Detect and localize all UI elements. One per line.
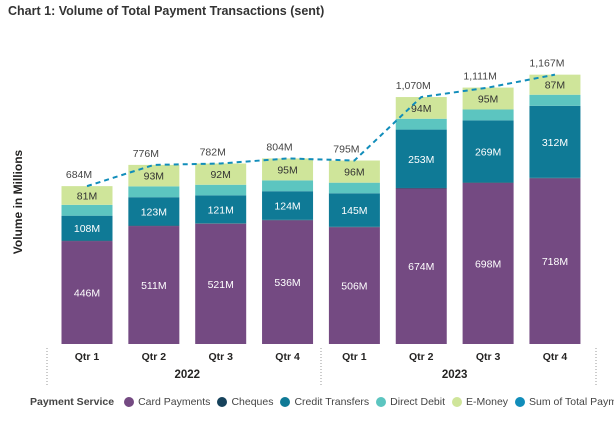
- x-tick-label-2: Qtr 2: [142, 351, 167, 363]
- bar-direct-debit-8[interactable]: [529, 94, 581, 106]
- total-label-4: 804M: [266, 141, 292, 153]
- data-label-card-payments-4: 536M: [274, 277, 300, 289]
- total-label-3: 782M: [200, 147, 226, 159]
- bar-credit-transfers-6[interactable]: [395, 129, 447, 188]
- data-label-e-money-6: 94M: [411, 103, 431, 115]
- data-label-card-payments-5: 506M: [341, 281, 367, 293]
- bar-e-money-2[interactable]: [128, 164, 180, 187]
- data-label-credit-transfers-2: 123M: [141, 206, 167, 218]
- data-label-card-payments-7: 698M: [475, 258, 501, 270]
- bar-e-money-3[interactable]: [195, 163, 247, 185]
- data-label-e-money-2: 93M: [144, 171, 164, 183]
- total-label-1: 684M: [66, 169, 92, 181]
- data-label-card-payments-6: 674M: [408, 261, 434, 273]
- year-label-2022: 2022: [174, 369, 200, 381]
- data-label-card-payments-3: 521M: [208, 279, 234, 291]
- data-label-e-money-8: 87M: [545, 80, 565, 92]
- bar-credit-transfers-3[interactable]: [195, 195, 247, 224]
- legend-dot-credit-transfers: [280, 397, 291, 407]
- bar-card-payments-4[interactable]: [262, 220, 314, 344]
- data-label-credit-transfers-4: 124M: [274, 201, 300, 213]
- data-label-e-money-3: 92M: [210, 169, 230, 181]
- legend-title: Payment Service: [30, 396, 115, 408]
- total-label-5: 795M: [333, 144, 359, 156]
- legend-dot-card-payments: [124, 397, 135, 407]
- data-label-card-payments-1: 446M: [74, 288, 100, 300]
- bar-direct-debit-2[interactable]: [128, 186, 180, 198]
- total-label-6: 1,070M: [396, 80, 431, 92]
- bar-credit-transfers-5[interactable]: [328, 193, 380, 227]
- bar-direct-debit-7[interactable]: [462, 109, 514, 121]
- bar-e-money-1[interactable]: [61, 186, 113, 205]
- data-label-card-payments-2: 511M: [141, 280, 167, 292]
- bar-e-money-7[interactable]: [462, 87, 514, 110]
- total-label-8: 1,167M: [529, 58, 564, 70]
- bar-direct-debit-1[interactable]: [61, 204, 113, 216]
- bar-credit-transfers-2[interactable]: [128, 197, 180, 226]
- x-tick-label-5: Qtr 1: [342, 351, 367, 363]
- legend-item-e-money[interactable]: E-Money: [452, 396, 508, 408]
- bar-direct-debit-3[interactable]: [195, 184, 247, 196]
- bar-card-payments-6[interactable]: [395, 188, 447, 344]
- data-label-e-money-7: 95M: [478, 94, 498, 106]
- line-sum-of-total-payments[interactable]: [86, 73, 556, 188]
- x-tick-label-4: Qtr 4: [275, 351, 300, 363]
- data-label-e-money-1: 81M: [77, 190, 97, 202]
- x-tick-label-8: Qtr 4: [543, 351, 568, 363]
- chart-title: Chart 1: Volume of Total Payment Transac…: [8, 4, 325, 18]
- legend-item-cheques[interactable]: Cheques: [217, 396, 273, 408]
- bar-direct-debit-5[interactable]: [328, 182, 380, 194]
- legend-item-sum-of-total-payments[interactable]: Sum of Total Payments: [515, 396, 614, 408]
- year-label-2023: 2023: [442, 369, 468, 381]
- bar-card-payments-2[interactable]: [128, 226, 180, 344]
- bar-card-payments-5[interactable]: [328, 227, 380, 344]
- total-label-2: 776M: [133, 148, 159, 160]
- legend-dot-e-money: [452, 397, 463, 407]
- bar-e-money-6[interactable]: [395, 97, 447, 119]
- data-label-e-money-5: 96M: [344, 167, 364, 179]
- bar-credit-transfers-8[interactable]: [529, 105, 581, 178]
- bar-e-money-5[interactable]: [328, 160, 380, 183]
- x-tick-label-3: Qtr 3: [208, 351, 233, 363]
- data-label-credit-transfers-8: 312M: [542, 137, 568, 149]
- bar-direct-debit-4[interactable]: [262, 180, 314, 192]
- y-axis-label: Volume in Millions: [11, 149, 25, 254]
- x-tick-label-7: Qtr 3: [476, 351, 501, 363]
- legend-label-sum-of-total-payments: Sum of Total Payments: [529, 396, 614, 408]
- legend-dot-cheques: [217, 397, 228, 407]
- legend-label-direct-debit: Direct Debit: [390, 396, 446, 408]
- legend-label-e-money: E-Money: [466, 396, 509, 408]
- bar-e-money-4[interactable]: [262, 158, 314, 181]
- x-tick-label-6: Qtr 2: [409, 351, 434, 363]
- data-label-credit-transfers-5: 145M: [341, 205, 367, 217]
- legend-item-credit-transfers[interactable]: Credit Transfers: [280, 396, 369, 408]
- legend-label-cheques: Cheques: [231, 396, 274, 408]
- legend-dot-sum-of-total-payments: [515, 397, 526, 407]
- data-label-credit-transfers-6: 253M: [408, 154, 434, 166]
- legend-label-credit-transfers: Credit Transfers: [294, 396, 370, 408]
- chart-legend: Payment Service Card Payments Cheques Cr…: [30, 396, 614, 408]
- bar-card-payments-7[interactable]: [462, 182, 514, 344]
- data-label-credit-transfers-1: 108M: [74, 223, 100, 235]
- legend-item-card-payments[interactable]: Card Payments: [124, 396, 210, 408]
- bar-card-payments-8[interactable]: [529, 178, 581, 344]
- bar-e-money-8[interactable]: [529, 74, 581, 95]
- bar-credit-transfers-4[interactable]: [262, 191, 314, 220]
- bar-direct-debit-6[interactable]: [395, 118, 447, 130]
- data-label-credit-transfers-7: 269M: [475, 146, 501, 158]
- x-tick-label-1: Qtr 1: [75, 351, 100, 363]
- data-label-e-money-4: 95M: [277, 164, 297, 176]
- bar-credit-transfers-7[interactable]: [462, 120, 514, 183]
- bar-card-payments-1[interactable]: [61, 241, 113, 344]
- data-label-credit-transfers-3: 121M: [208, 204, 234, 216]
- bar-credit-transfers-1[interactable]: [61, 215, 113, 241]
- total-label-7: 1,111M: [463, 71, 496, 83]
- legend-label-card-payments: Card Payments: [138, 396, 211, 408]
- data-label-card-payments-8: 718M: [542, 256, 568, 268]
- bar-card-payments-3[interactable]: [195, 223, 247, 344]
- legend-dot-direct-debit: [376, 397, 387, 407]
- legend-item-direct-debit[interactable]: Direct Debit: [376, 396, 445, 408]
